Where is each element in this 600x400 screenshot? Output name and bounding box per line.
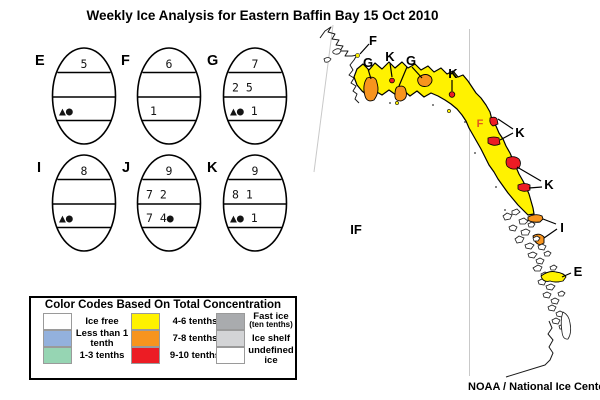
legend-label-less-than-1-tenth: Less than 1 tenth bbox=[75, 327, 129, 349]
egg-total-concentration: 9 bbox=[166, 164, 173, 178]
leader-lines bbox=[359, 43, 572, 278]
egg-label-j: J bbox=[122, 160, 131, 176]
egg-total-concentration: 7 bbox=[252, 57, 259, 71]
egg-diagram-j: 9 7 2 7 4● bbox=[136, 154, 202, 252]
map-label-k-nw: K bbox=[385, 49, 395, 64]
legend-swatch-less-than-1-tenth bbox=[43, 330, 72, 347]
legend-label-fast-ice: Fast ice (ten tenths) bbox=[245, 310, 297, 330]
legend-box: Color Codes Based On Total Concentration… bbox=[29, 296, 297, 380]
map-label-ice-free: IF bbox=[350, 222, 362, 237]
egg-total-concentration: 8 bbox=[81, 164, 88, 178]
egg-label-g: G bbox=[207, 53, 219, 69]
ice-patch-i-a bbox=[527, 214, 544, 223]
coastline bbox=[319, 26, 360, 104]
ice-islet bbox=[447, 109, 451, 113]
egg-label-e: E bbox=[35, 53, 45, 69]
legend-swatch-undefined-ice bbox=[216, 347, 245, 364]
legend-label-9-10-tenths: 9-10 tenths bbox=[169, 349, 221, 361]
legend-swatch-ice-shelf bbox=[216, 330, 245, 347]
ice-patch-k-southeast-b bbox=[517, 183, 531, 192]
egg-label-f: F bbox=[121, 53, 130, 69]
credit-text: NOAA / National Ice Center bbox=[468, 381, 600, 393]
legend-label-fast-ice-text: Fast ice bbox=[253, 310, 289, 322]
island bbox=[332, 48, 342, 55]
legend-title: Color Codes Based On Total Concentration bbox=[44, 299, 282, 311]
legend-label-1-3-tenths: 1-3 tenths bbox=[79, 349, 125, 361]
map-label-k-east: K bbox=[515, 125, 525, 140]
egg-total-concentration: 6 bbox=[166, 57, 173, 71]
legend-swatch-ice-free bbox=[43, 313, 72, 330]
egg-diagram-k: 9 8 1 ▲● 1 bbox=[222, 154, 288, 252]
egg-stage-row: ▲● bbox=[59, 211, 73, 225]
legend-label-fast-ice-sub: (ten tenths) bbox=[249, 320, 293, 330]
ice-patch-g-mid-a bbox=[394, 85, 407, 102]
legend-swatch-1-3-tenths bbox=[43, 347, 72, 364]
coastline-south bbox=[505, 320, 554, 378]
ice-patches-9-10-tenths bbox=[389, 77, 531, 192]
map-label-e-south: E bbox=[574, 264, 583, 279]
legend-swatch-9-10-tenths bbox=[131, 347, 160, 364]
map-label-k-mid: K bbox=[448, 66, 458, 81]
egg-diagram-g: 7 2 5 ▲● 1 bbox=[222, 47, 288, 145]
egg-stage-row: ▲● 1 bbox=[230, 211, 258, 225]
egg-diagram-i: 8 ▲● bbox=[51, 154, 117, 252]
ice-islet bbox=[395, 101, 399, 105]
egg-partial-concentration: 7 2 bbox=[146, 188, 167, 202]
ice-patch-k-east-b bbox=[487, 136, 501, 146]
egg-stage-row: 1 bbox=[150, 104, 157, 118]
map-label-g-west: G bbox=[363, 55, 373, 70]
egg-total-concentration: 9 bbox=[252, 164, 259, 178]
egg-label-i: I bbox=[37, 160, 42, 176]
egg-stage-row: ▲● 1 bbox=[230, 104, 258, 118]
ice-patch-k-east-a bbox=[489, 116, 499, 127]
island bbox=[323, 57, 332, 63]
map-label-g-mid: G bbox=[406, 53, 416, 68]
legend-swatch-4-6-tenths bbox=[131, 313, 160, 330]
legend-label-4-6-tenths: 4-6 tenths bbox=[172, 315, 218, 327]
legend-label-ice-free: Ice free bbox=[85, 315, 119, 327]
egg-stage-row: ▲● bbox=[59, 104, 73, 118]
map-label-i-south: I bbox=[560, 220, 564, 235]
ice-patch-f-north bbox=[355, 53, 360, 58]
egg-total-concentration: 5 bbox=[81, 57, 88, 71]
egg-label-k: K bbox=[207, 160, 218, 176]
ice-patch-g-west bbox=[363, 76, 379, 102]
egg-diagram-e: 5 ▲● bbox=[51, 47, 117, 145]
legend-label-7-8-tenths: 7-8 tenths bbox=[172, 332, 218, 344]
egg-partial-concentration: 2 5 bbox=[232, 81, 253, 95]
map-label-f-north: F bbox=[369, 33, 377, 48]
ice-patch-k-mid bbox=[448, 91, 456, 98]
map-label-f-band: F bbox=[477, 118, 484, 130]
small-islets bbox=[389, 102, 506, 211]
egg-stage-row: 7 4● bbox=[146, 211, 174, 225]
ice-patch-e-south bbox=[540, 271, 567, 283]
egg-partial-concentration: 8 1 bbox=[232, 188, 253, 202]
page-title: Weekly Ice Analysis for Eastern Baffin B… bbox=[86, 8, 439, 23]
legend-label-undefined-ice: undefined ice bbox=[248, 344, 294, 366]
legend-swatch-fast-ice bbox=[216, 313, 245, 330]
ice-band-4-6-tenths bbox=[353, 61, 535, 216]
ice-patch-k-nw bbox=[389, 77, 395, 84]
egg-diagram-f: 6 1 bbox=[136, 47, 202, 145]
ice-analysis-map: F G K G K F K K I E IF bbox=[313, 25, 583, 378]
map-label-k-southeast: K bbox=[544, 177, 554, 192]
meridian-line bbox=[313, 25, 334, 173]
legend-swatch-7-8-tenths bbox=[131, 330, 160, 347]
legend-label-ice-shelf: Ice shelf bbox=[251, 332, 291, 344]
archipelago-islands bbox=[502, 208, 572, 340]
